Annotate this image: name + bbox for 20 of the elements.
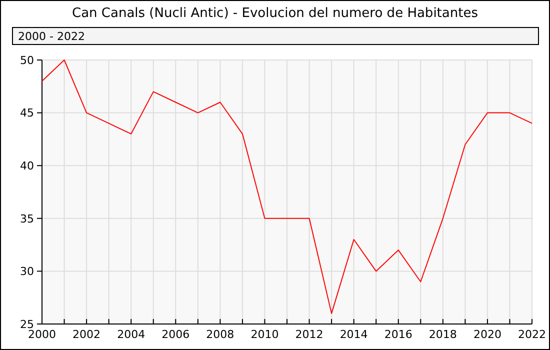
x-tick-label: 2006 [162, 328, 190, 341]
x-tick-label: 2004 [117, 328, 146, 341]
chart-subtitle: 2000 - 2022 [18, 30, 85, 43]
x-tick-label: 2014 [340, 328, 368, 341]
y-tick-label: 40 [20, 159, 34, 172]
x-tick-label: 2008 [206, 328, 234, 341]
y-tick-label: 50 [20, 54, 34, 67]
chart-title: Can Canals (Nucli Antic) - Evolucion del numero de Habitantes [72, 6, 478, 21]
x-tick-label: 2018 [428, 328, 457, 341]
x-tick-label: 2012 [295, 328, 324, 341]
y-tick-label: 30 [20, 265, 34, 278]
x-tick-label: 2000 [28, 328, 56, 341]
y-tick-label: 35 [20, 212, 34, 226]
x-tick-label: 2022 [518, 328, 546, 341]
x-tick-label: 2002 [72, 328, 101, 341]
y-tick-label: 25 [20, 318, 34, 331]
x-tick-label: 2016 [384, 328, 412, 341]
x-tick-label: 2020 [473, 328, 502, 341]
x-tick-label: 2010 [250, 328, 279, 341]
y-tick-label: 45 [20, 106, 34, 120]
